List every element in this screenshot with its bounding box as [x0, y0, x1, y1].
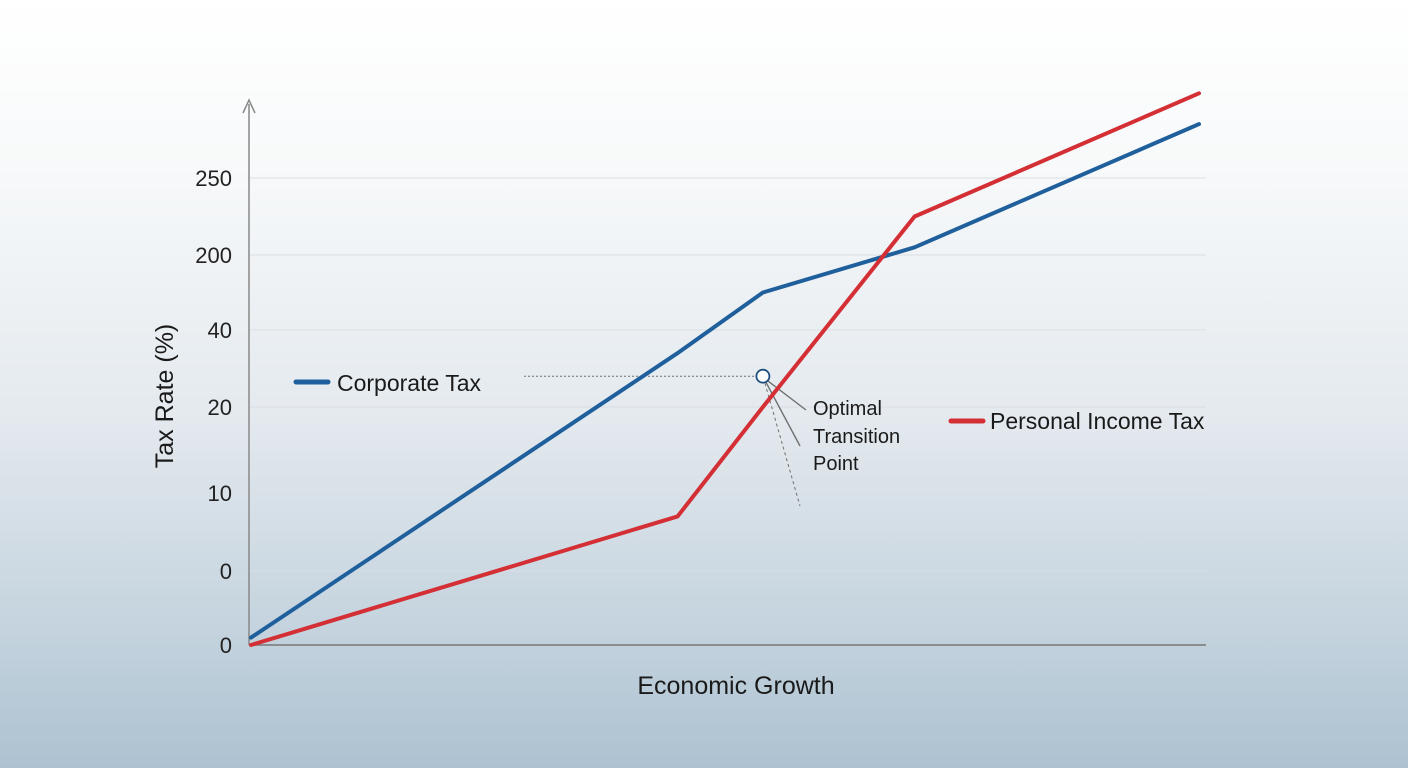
series-line-personal-income-tax [249, 91, 1201, 647]
y-tick-label: 0 [220, 633, 232, 658]
annotation-text-line-1: Optimal [813, 398, 882, 420]
annotation-leaders [524, 375, 807, 507]
y-tick-label: 250 [195, 166, 232, 191]
y-axis-title: Tax Rate (%) [151, 324, 179, 468]
legend-label-personal-income-tax: Personal Income Tax [990, 408, 1205, 434]
y-tick-label: 10 [208, 481, 232, 506]
y-tick-label: 40 [208, 318, 232, 343]
annotation-leader-line [765, 381, 801, 447]
annotation-text-line-3: Point [813, 453, 859, 475]
grid-lines [249, 177, 1206, 572]
y-tick-label: 20 [208, 395, 232, 420]
annotation-point-marker [755, 368, 771, 384]
series-line-corporate-tax [249, 122, 1201, 640]
annotation-text-line-2: Transition [813, 426, 900, 448]
annotation-leader-line [766, 379, 807, 411]
x-axis-title: Economic Growth [637, 672, 834, 700]
y-tick-label: 200 [195, 243, 232, 268]
y-tick-label: 0 [220, 559, 232, 584]
legend-label-corporate-tax: Corporate Tax [337, 370, 482, 396]
y-tick-labels: 0 0 10 20 40 200 250 [195, 166, 232, 658]
y-axis-arrow [242, 98, 256, 114]
